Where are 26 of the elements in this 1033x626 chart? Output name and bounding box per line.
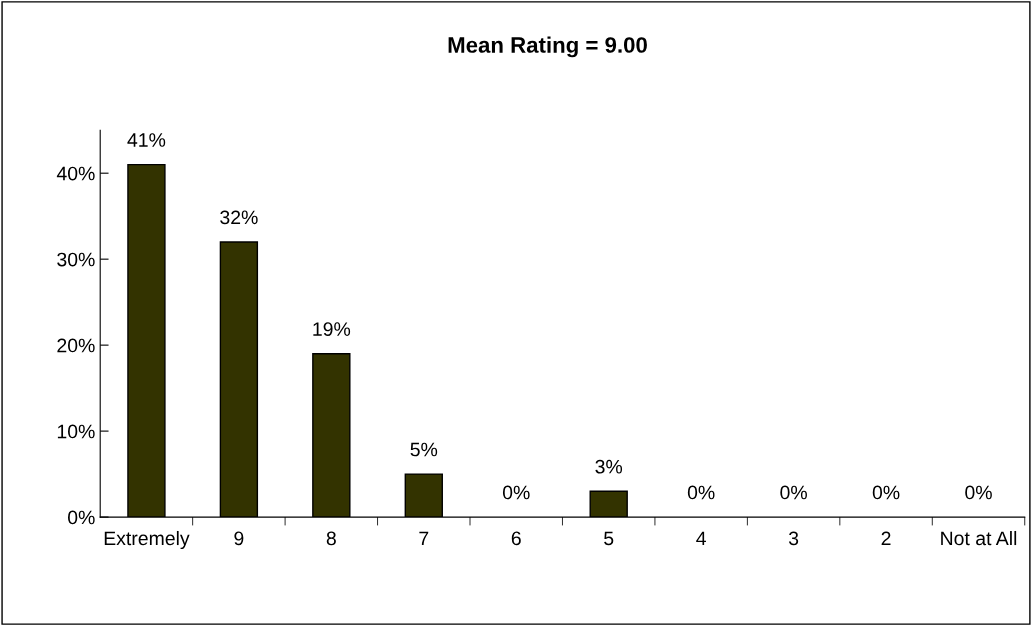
data-label: 0%: [965, 485, 992, 500]
data-label: 5%: [410, 442, 438, 457]
x-tick-label: Extremely: [104, 530, 190, 550]
chart-title: Mean Rating = 9.00: [448, 36, 647, 58]
y-tick-label: 10%: [57, 424, 95, 439]
y-tick-label: 30%: [57, 252, 95, 267]
data-label: 0%: [780, 485, 807, 500]
x-tick-label: 9: [234, 531, 244, 546]
y-tick-label: 40%: [56, 166, 95, 181]
x-tick-label: 2: [881, 531, 891, 546]
data-label: 0%: [687, 485, 715, 500]
x-tick-label: 3: [788, 531, 799, 546]
y-tick-label: 20%: [57, 338, 95, 353]
x-tick-label: Not at All: [941, 530, 1017, 546]
x-tick-label: 7: [419, 531, 429, 546]
x-tick-label: 6: [511, 531, 521, 546]
x-tick-label: 4: [696, 531, 706, 546]
data-label: 19%: [313, 322, 351, 336]
data-label: 3%: [595, 459, 623, 474]
data-label: 32%: [220, 210, 258, 225]
data-label: 41%: [127, 133, 166, 147]
x-tick-label: 5: [604, 531, 614, 546]
y-tick-label: 0%: [68, 510, 95, 525]
x-tick-label: 8: [326, 531, 336, 546]
data-label: 0%: [502, 485, 530, 500]
data-label: 0%: [872, 485, 900, 500]
